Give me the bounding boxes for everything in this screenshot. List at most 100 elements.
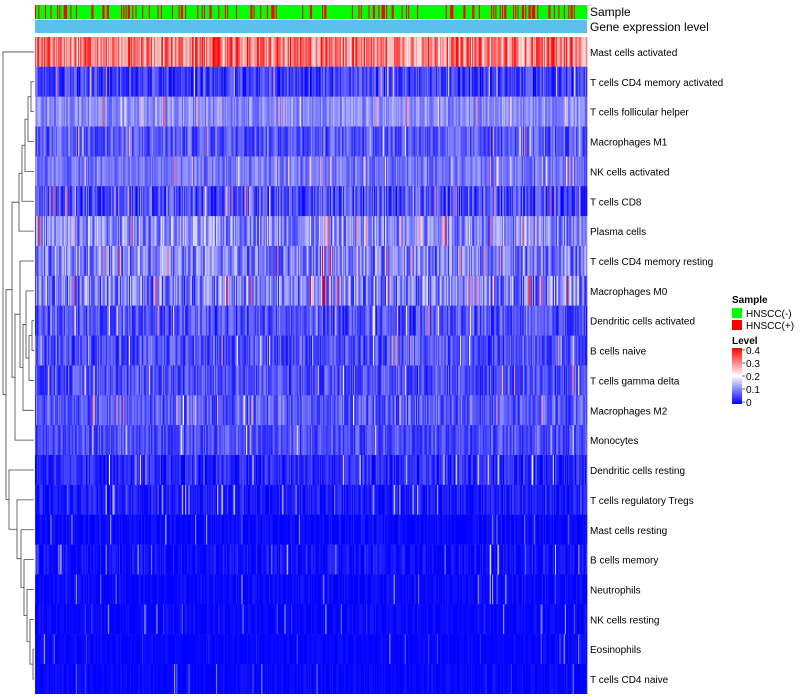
heatmap-cell [545,126,547,157]
heatmap-cell [420,126,422,157]
heatmap-cell [134,156,136,187]
heatmap-cell [267,37,270,67]
heatmap-cell [312,66,314,97]
heatmap-cell [345,37,347,67]
heatmap-cell [267,156,270,187]
heatmap-cell [571,156,573,187]
heatmap-cell [72,96,74,127]
heatmap-cell [439,37,441,67]
heatmap-cell [426,186,429,217]
heatmap-cell [126,126,129,157]
heatmap-cell [371,156,374,187]
heatmap-cell [80,186,82,217]
heatmap-cell [135,96,137,127]
heatmap-cell [388,156,390,187]
sample-track-segment [359,5,362,19]
heatmap-cell [230,156,232,187]
heatmap-cell [286,96,289,127]
heatmap-cell [369,156,371,187]
heatmap-cell [218,37,220,67]
heatmap-cell [557,66,559,97]
heatmap-cell [346,96,348,127]
heatmap-cell [38,96,40,127]
heatmap-cell [446,156,449,187]
heatmap-cell [412,186,415,217]
heatmap-cell [265,66,268,97]
heatmap-row [35,126,588,157]
heatmap-cell [294,37,296,67]
heatmap-cell [220,96,222,127]
heatmap-cell [203,96,206,127]
heatmap-cell [187,126,189,157]
heatmap-cell [316,186,318,217]
heatmap-cell [497,156,500,187]
heatmap-cell [515,96,517,127]
heatmap-cell [387,96,389,127]
heatmap-cell [35,37,37,67]
sample-track-segment [129,5,133,19]
heatmap-cell [585,156,588,187]
heatmap-cell [208,66,210,97]
heatmap-cell [326,156,328,187]
heatmap-cell [352,126,355,157]
heatmap-cell [473,126,475,157]
heatmap-cell [91,37,93,67]
heatmap-cell [506,156,508,187]
heatmap-cell [278,37,281,67]
heatmap-cell [582,186,585,217]
heatmap-cell [351,96,354,127]
heatmap-cell [68,66,70,97]
sample-track-segment [465,5,473,19]
heatmap-cell [530,66,533,97]
sample-track-segment [503,5,505,19]
heatmap-cell [248,156,250,187]
heatmap-cell [566,156,568,187]
heatmap-cell [128,156,131,187]
heatmap-cell [580,66,582,97]
heatmap-cell [496,126,498,157]
heatmap-cell [275,186,278,217]
heatmap-cell [155,96,157,127]
heatmap-cell [333,37,335,67]
heatmap-cell [475,96,477,127]
heatmap-cell [537,156,539,187]
heatmap-cell [326,37,328,67]
heatmap-cell [49,216,51,247]
sample-track-segment [121,5,123,19]
heatmap-cell [225,126,228,157]
heatmap-cell [485,37,487,67]
heatmap-cell [72,126,74,157]
heatmap-cell [214,37,217,67]
heatmap-cell [276,37,279,67]
heatmap-cell [150,66,153,97]
sample-track-segment [501,5,504,19]
heatmap-cell [65,216,68,247]
heatmap-cell [129,37,132,67]
heatmap-cell [424,186,427,217]
heatmap-cell [156,66,158,97]
heatmap-cell [447,37,450,67]
heatmap-cell [156,37,158,67]
heatmap-cell [122,66,124,97]
heatmap-cell [92,96,94,127]
heatmap-cell [36,216,38,247]
sample-track-segment [46,5,51,19]
heatmap-cell [196,156,198,187]
heatmap-cell [46,186,48,217]
heatmap-cell [304,186,306,217]
heatmap-cell [166,96,168,127]
heatmap-cell [568,186,570,217]
heatmap-cell [519,156,522,187]
heatmap-cell [101,216,103,247]
heatmap-cell [186,96,188,127]
heatmap-cell [478,66,481,97]
heatmap-cell [161,66,164,97]
heatmap-cell [582,96,585,127]
heatmap-cell [230,126,232,157]
heatmap-cell [416,96,419,127]
heatmap-cell [517,96,519,127]
heatmap-cell [163,186,165,217]
heatmap-cell [339,96,342,127]
heatmap-row [35,305,588,336]
heatmap-cell [463,37,465,67]
